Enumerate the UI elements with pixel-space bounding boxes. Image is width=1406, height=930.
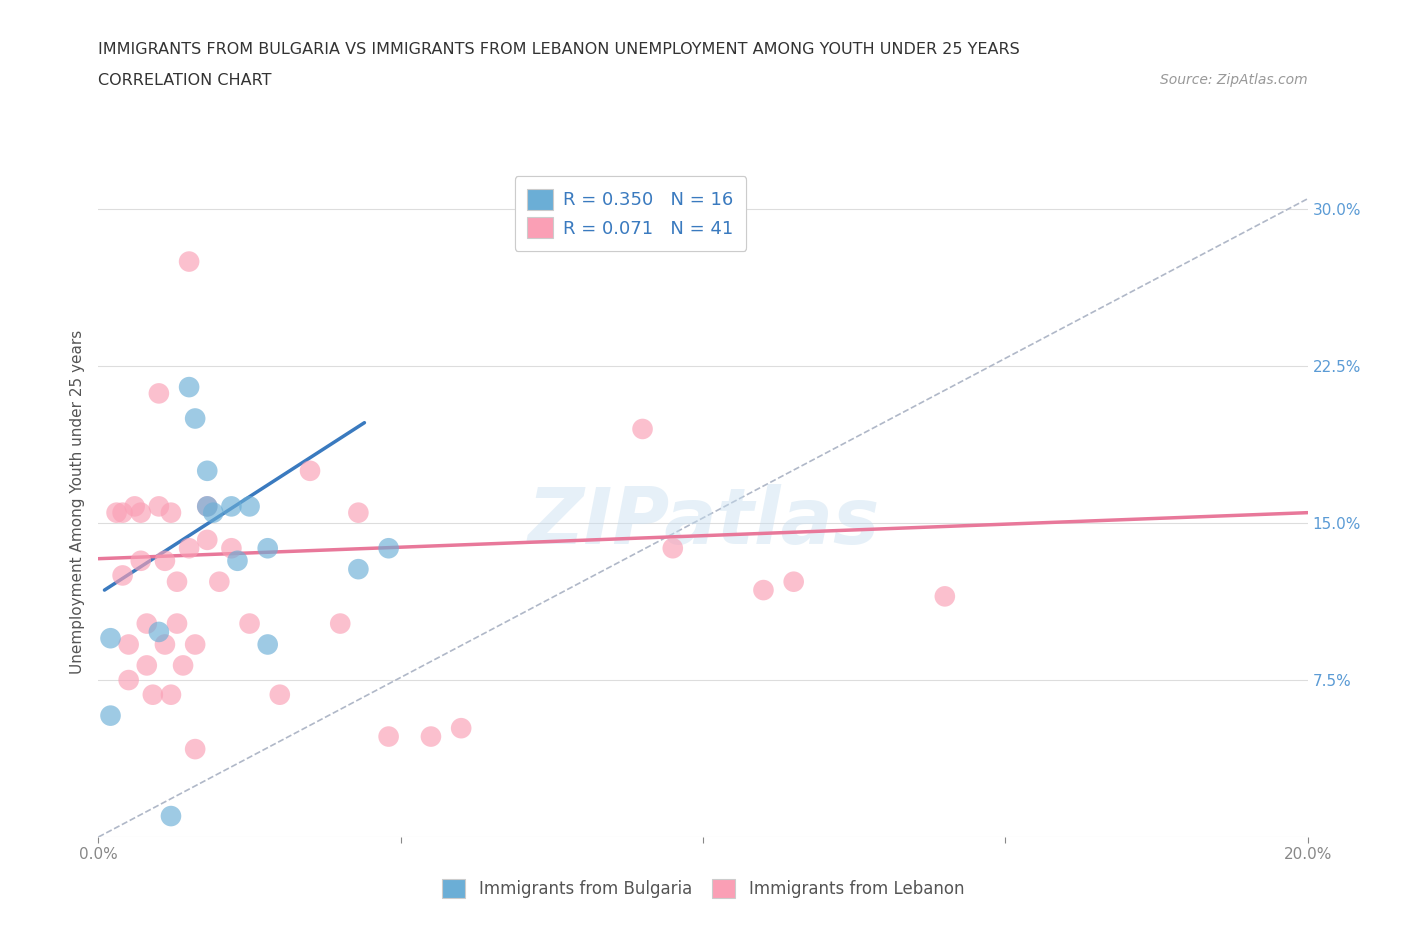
Point [347,505,370,520]
Point [377,541,399,556]
Point [239,499,262,514]
Text: CORRELATION CHART: CORRELATION CHART [98,73,271,87]
Point [160,505,183,520]
Point [269,687,291,702]
Point [662,541,685,556]
Point [160,809,183,824]
Legend: Immigrants from Bulgaria, Immigrants from Lebanon: Immigrants from Bulgaria, Immigrants fro… [432,869,974,908]
Point [105,505,128,520]
Point [172,658,194,673]
Point [118,672,141,687]
Point [783,575,806,590]
Point [100,631,122,645]
Point [184,742,207,757]
Point [184,411,207,426]
Point [135,617,157,631]
Point [166,575,188,590]
Point [256,637,278,652]
Point [329,617,352,631]
Point [100,709,122,724]
Point [179,254,201,269]
Point [631,421,654,436]
Point [377,729,399,744]
Point [221,499,243,514]
Point [202,505,225,520]
Point [256,541,278,556]
Point [184,637,207,652]
Point [934,589,956,604]
Point [195,499,218,514]
Point [160,687,183,702]
Point [299,463,322,478]
Y-axis label: Unemployment Among Youth under 25 years: Unemployment Among Youth under 25 years [70,330,86,674]
Point [752,582,775,598]
Point [153,637,176,652]
Point [148,499,170,514]
Point [179,379,201,394]
Point [148,386,170,401]
Point [179,541,201,556]
Point [118,637,141,652]
Point [195,499,218,514]
Point [450,721,472,736]
Point [347,562,370,577]
Point [129,553,152,568]
Point [142,687,165,702]
Point [124,499,146,514]
Point [111,505,134,520]
Point [166,617,188,631]
Point [208,575,231,590]
Point [153,553,176,568]
Legend: R = 0.350   N = 16, R = 0.071   N = 41: R = 0.350 N = 16, R = 0.071 N = 41 [515,177,747,251]
Point [135,658,157,673]
Point [226,553,249,568]
Text: IMMIGRANTS FROM BULGARIA VS IMMIGRANTS FROM LEBANON UNEMPLOYMENT AMONG YOUTH UND: IMMIGRANTS FROM BULGARIA VS IMMIGRANTS F… [98,42,1021,57]
Point [239,617,262,631]
Text: ZIPatlas: ZIPatlas [527,485,879,560]
Point [420,729,443,744]
Point [148,625,170,640]
Point [111,568,134,583]
Point [195,533,218,548]
Text: Source: ZipAtlas.com: Source: ZipAtlas.com [1160,73,1308,86]
Point [221,541,243,556]
Point [195,463,218,478]
Point [129,505,152,520]
